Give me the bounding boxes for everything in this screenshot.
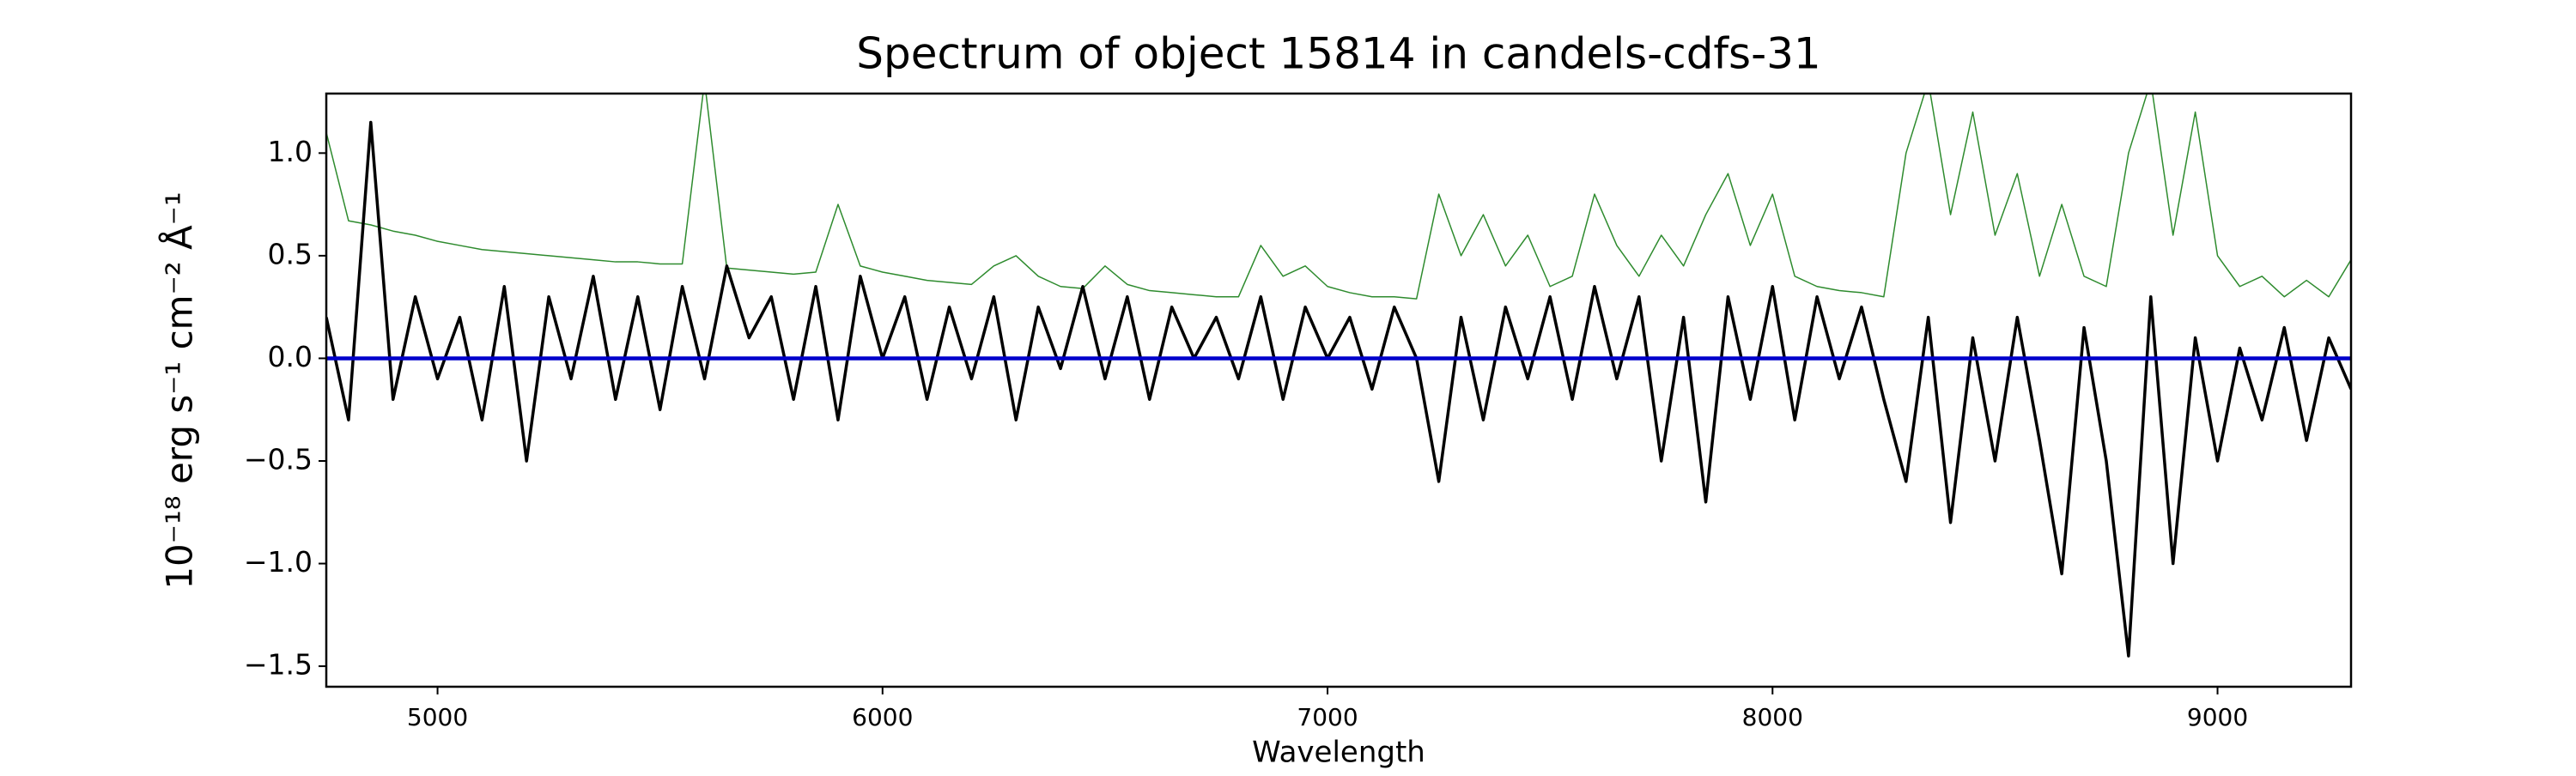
x-axis-label: Wavelength <box>1252 736 1425 770</box>
axes-frame <box>325 92 2353 688</box>
x-tick-label: 5000 <box>407 703 468 731</box>
y-tick-label: 1.0 <box>268 135 313 168</box>
x-tick-label: 9000 <box>2187 703 2248 731</box>
spectrum-line <box>326 94 2351 300</box>
plot-area <box>326 94 2351 658</box>
x-tick-label: 8000 <box>1742 703 1803 731</box>
x-tick-label: 6000 <box>852 703 913 731</box>
y-tick-label: 0.0 <box>268 340 313 373</box>
y-tick-label: 0.5 <box>268 237 313 270</box>
y-tick-label: −1.0 <box>244 545 313 579</box>
spectrum-line <box>326 120 2351 658</box>
y-tick-label: −0.5 <box>244 442 313 476</box>
chart-title: Spectrum of object 15814 in candels-cdfs… <box>856 29 1821 79</box>
x-tick-label: 7000 <box>1297 703 1358 731</box>
y-tick-label: −1.5 <box>244 648 313 682</box>
y-axis-label: 10⁻¹⁸ erg s⁻¹ cm⁻² Å⁻¹ <box>158 191 201 589</box>
